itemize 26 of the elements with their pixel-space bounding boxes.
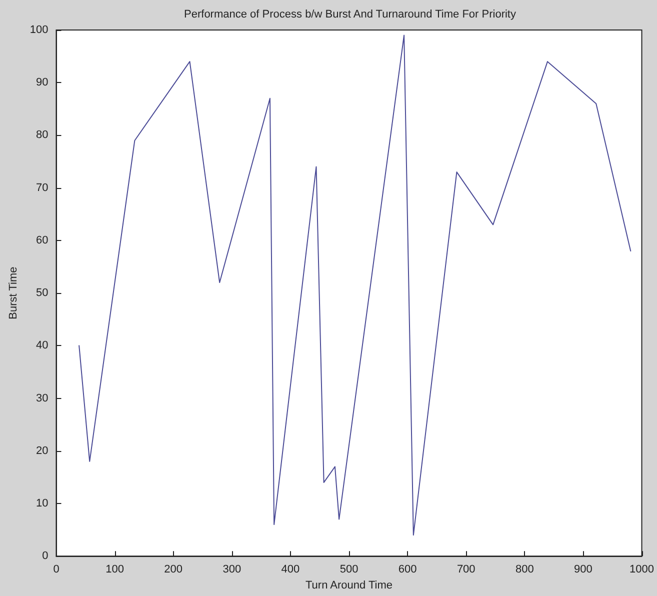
y-tick-label: 80: [36, 129, 48, 142]
x-tick-label: 900: [574, 564, 592, 576]
x-tick-label: 500: [340, 564, 358, 576]
y-tick-label: 0: [42, 550, 48, 562]
y-axis-title: Burst Time: [8, 266, 20, 320]
y-tick-label: 90: [36, 76, 48, 89]
y-tick-label: 100: [30, 24, 48, 36]
x-tick-label: 300: [222, 564, 242, 576]
x-axis-title: Turn Around Time: [305, 580, 393, 592]
x-tick-label: 700: [456, 564, 476, 576]
x-tick-label: 100: [106, 564, 124, 576]
y-tick-label: 60: [36, 234, 48, 246]
x-tick-label: 200: [164, 564, 183, 576]
x-tick-label: 1000: [630, 564, 654, 576]
x-tick-label: 800: [515, 564, 534, 576]
y-tick-label: 20: [36, 444, 48, 457]
line-series: [78, 34, 632, 536]
y-tick-label: 10: [36, 497, 48, 510]
x-tick-label: 400: [281, 564, 300, 576]
y-tick-label: 50: [36, 287, 48, 300]
y-tick-label: 30: [36, 392, 48, 404]
y-tick-label: 70: [36, 182, 48, 194]
y-tick-label: 40: [36, 340, 48, 352]
x-tick-label: 0: [53, 564, 60, 576]
x-tick-label: 600: [398, 564, 417, 576]
chart-title: Performance of Process b/w Burst And Turnaround Time For Priority: [184, 8, 516, 20]
